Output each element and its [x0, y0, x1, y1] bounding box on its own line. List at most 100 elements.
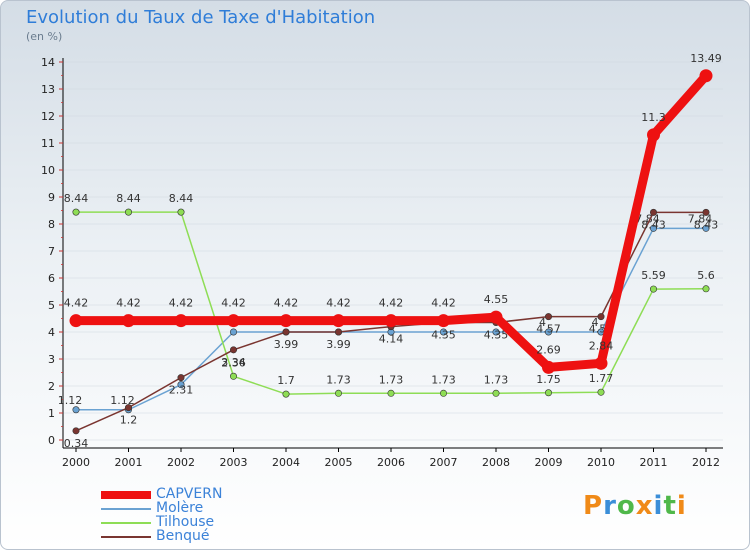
- x-tick-label: 2008: [482, 456, 510, 469]
- data-point-benque: [649, 208, 657, 216]
- series-benque: 0.341.22.313.343.99 3.99 4.14 4.35 4.35 4.57 4…: [64, 208, 718, 450]
- data-label-tilhouse: 1.73: [431, 373, 456, 386]
- legend-item-benque: Benqué: [101, 528, 321, 544]
- data-label-benque: 2.31: [169, 384, 194, 397]
- x-tick-label: 2004: [272, 456, 300, 469]
- y-tick-label: 2: [48, 380, 55, 393]
- series-capvern: 4.42 4.42 4.42 4.42 4.42 4.42 4.42 4.42 4.55 2.69…: [64, 52, 722, 374]
- data-label-capvern: 2.69: [536, 343, 561, 356]
- x-tick-label: 2007: [430, 456, 458, 469]
- legend-label-capvern: CAPVERN: [156, 486, 223, 502]
- data-point-benque: [177, 374, 185, 382]
- data-point-capvern: [699, 69, 713, 83]
- legend-label-tilhouse: Tilhouse: [156, 514, 215, 530]
- logo-letter: i: [676, 491, 687, 521]
- x-tick-label: 2000: [62, 456, 90, 469]
- chart-legend: CAPVERN Molère Tilhouse Benqué: [101, 486, 321, 544]
- logo-letter: P: [583, 491, 604, 521]
- data-label-molere: 1.12: [110, 394, 135, 407]
- y-tick-label: 7: [48, 245, 55, 258]
- legend-swatch-tilhouse: [101, 522, 151, 524]
- y-tick-label: 9: [48, 191, 55, 204]
- data-label-tilhouse: 8.44: [64, 192, 89, 205]
- series-tilhouse: 8.44 8.44 8.44 2.36 1.7 1.73 1.73 1.73 1.73 1.75 1…: [64, 192, 715, 398]
- data-point-tilhouse: [230, 372, 238, 380]
- x-tick-label: 2005: [325, 456, 353, 469]
- data-point-molere: [72, 406, 80, 414]
- data-point-tilhouse: [125, 208, 133, 216]
- data-point-tilhouse: [334, 389, 342, 397]
- data-label-capvern: 4.42: [64, 297, 89, 310]
- y-tick-label: 4: [48, 326, 55, 339]
- data-label-benque: 3.34: [221, 356, 246, 369]
- data-point-benque: [282, 328, 290, 336]
- y-tick-label: 6: [48, 272, 55, 285]
- data-label-tilhouse: 1.73: [379, 373, 404, 386]
- data-label-capvern: 11.3: [641, 111, 666, 124]
- data-point-capvern: [647, 128, 660, 142]
- data-label-tilhouse: 1.73: [484, 373, 509, 386]
- logo-letter: i: [653, 491, 664, 521]
- data-point-tilhouse: [439, 389, 447, 397]
- data-point-capvern: [542, 360, 555, 374]
- data-label-benque: 4.57: [536, 323, 561, 336]
- logo-letter: o: [616, 491, 636, 521]
- x-tick-label: 2001: [115, 456, 143, 469]
- logo-letter: r: [603, 491, 617, 521]
- data-label-capvern: 4.55: [484, 293, 509, 306]
- data-point-capvern: [69, 314, 83, 328]
- data-point-tilhouse: [72, 208, 80, 216]
- data-label-tilhouse: 8.44: [116, 192, 141, 205]
- data-label-capvern: 13.49: [690, 52, 722, 65]
- x-tick-label: 2011: [640, 456, 668, 469]
- data-label-benque: 3.99: [326, 338, 351, 351]
- data-label-tilhouse: 5.6: [697, 269, 715, 282]
- legend-swatch-molere: [101, 508, 151, 510]
- chart-subtitle: (en %): [26, 30, 63, 43]
- data-point-benque: [72, 427, 80, 435]
- data-point-molere: [544, 328, 552, 336]
- legend-label-molere: Molère: [156, 500, 204, 516]
- data-point-tilhouse: [177, 208, 185, 216]
- logo-letter: x: [635, 491, 654, 521]
- data-point-molere: [230, 328, 238, 336]
- data-label-tilhouse: 1.77: [589, 372, 614, 385]
- data-point-capvern: [227, 314, 240, 328]
- x-tick-label: 2009: [535, 456, 563, 469]
- data-label-molere: 4: [539, 316, 546, 329]
- data-point-benque: [334, 328, 342, 336]
- data-label-capvern: 4.42: [116, 297, 141, 310]
- x-tick-label: 2002: [167, 456, 195, 469]
- data-point-molere: [439, 328, 447, 336]
- data-label-tilhouse: 1.75: [536, 373, 561, 386]
- y-tick-label: 5: [48, 299, 55, 312]
- data-point-capvern: [437, 314, 450, 328]
- data-point-capvern: [332, 314, 345, 328]
- legend-swatch-benque: [101, 536, 151, 538]
- y-tick-label: 10: [41, 164, 55, 177]
- data-point-capvern: [279, 314, 293, 328]
- data-label-benque: 1.2: [120, 414, 138, 427]
- data-point-molere: [492, 328, 500, 336]
- data-label-capvern: 4.42: [221, 297, 246, 310]
- logo-letter: t: [663, 491, 677, 521]
- legend-item-tilhouse: Tilhouse: [101, 514, 321, 530]
- data-point-molere: [702, 224, 710, 232]
- data-label-benque: 4.35: [431, 329, 456, 342]
- y-tick-label: 1: [48, 407, 55, 420]
- data-label-capvern: 4.42: [169, 297, 194, 310]
- data-point-tilhouse: [597, 388, 605, 396]
- data-point-tilhouse: [544, 389, 552, 397]
- y-tick-label: 11: [41, 137, 55, 150]
- data-label-tilhouse: 1.73: [326, 373, 351, 386]
- data-point-capvern: [174, 314, 188, 328]
- data-point-capvern: [489, 310, 503, 324]
- data-point-tilhouse: [282, 390, 290, 398]
- data-label-tilhouse: 8.44: [169, 192, 194, 205]
- data-point-tilhouse: [649, 285, 657, 293]
- data-label-tilhouse: 1.7: [277, 374, 295, 387]
- data-point-benque: [125, 404, 133, 412]
- chart-title: Evolution du Taux de Taxe d'Habitation: [26, 7, 376, 28]
